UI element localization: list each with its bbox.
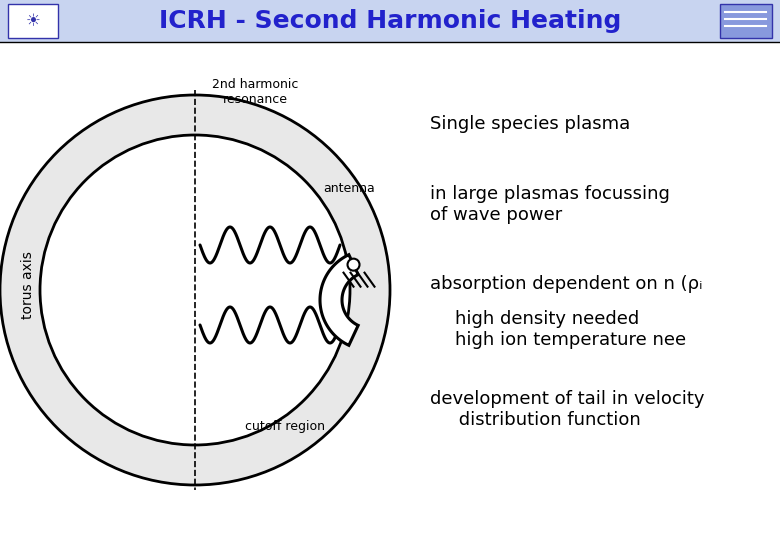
Bar	[720, 4, 772, 38]
Text: development of tail in velocity
     distribution function: development of tail in velocity distribu…	[430, 390, 704, 429]
Circle shape	[0, 95, 390, 485]
Text: absorption dependent on n (ρᵢ: absorption dependent on n (ρᵢ	[430, 275, 703, 293]
Circle shape	[40, 135, 350, 445]
Text: 2nd harmonic
resonance: 2nd harmonic resonance	[212, 78, 298, 106]
Text: Single species plasma: Single species plasma	[430, 115, 630, 133]
Polygon shape	[320, 255, 358, 345]
Circle shape	[348, 259, 360, 271]
Text: antenna: antenna	[323, 182, 375, 195]
Text: ICRH - Second Harmonic Heating: ICRH - Second Harmonic Heating	[159, 9, 621, 33]
Text: torus axis: torus axis	[21, 251, 35, 319]
Bar	[8, 4, 58, 38]
Text: cutoff region: cutoff region	[245, 420, 325, 433]
Text: high density needed
high ion temperature nee: high density needed high ion temperature…	[455, 310, 686, 349]
Bar	[0, 0, 780, 42]
Text: ☀: ☀	[26, 12, 41, 30]
Text: in large plasmas focussing
of wave power: in large plasmas focussing of wave power	[430, 185, 670, 224]
